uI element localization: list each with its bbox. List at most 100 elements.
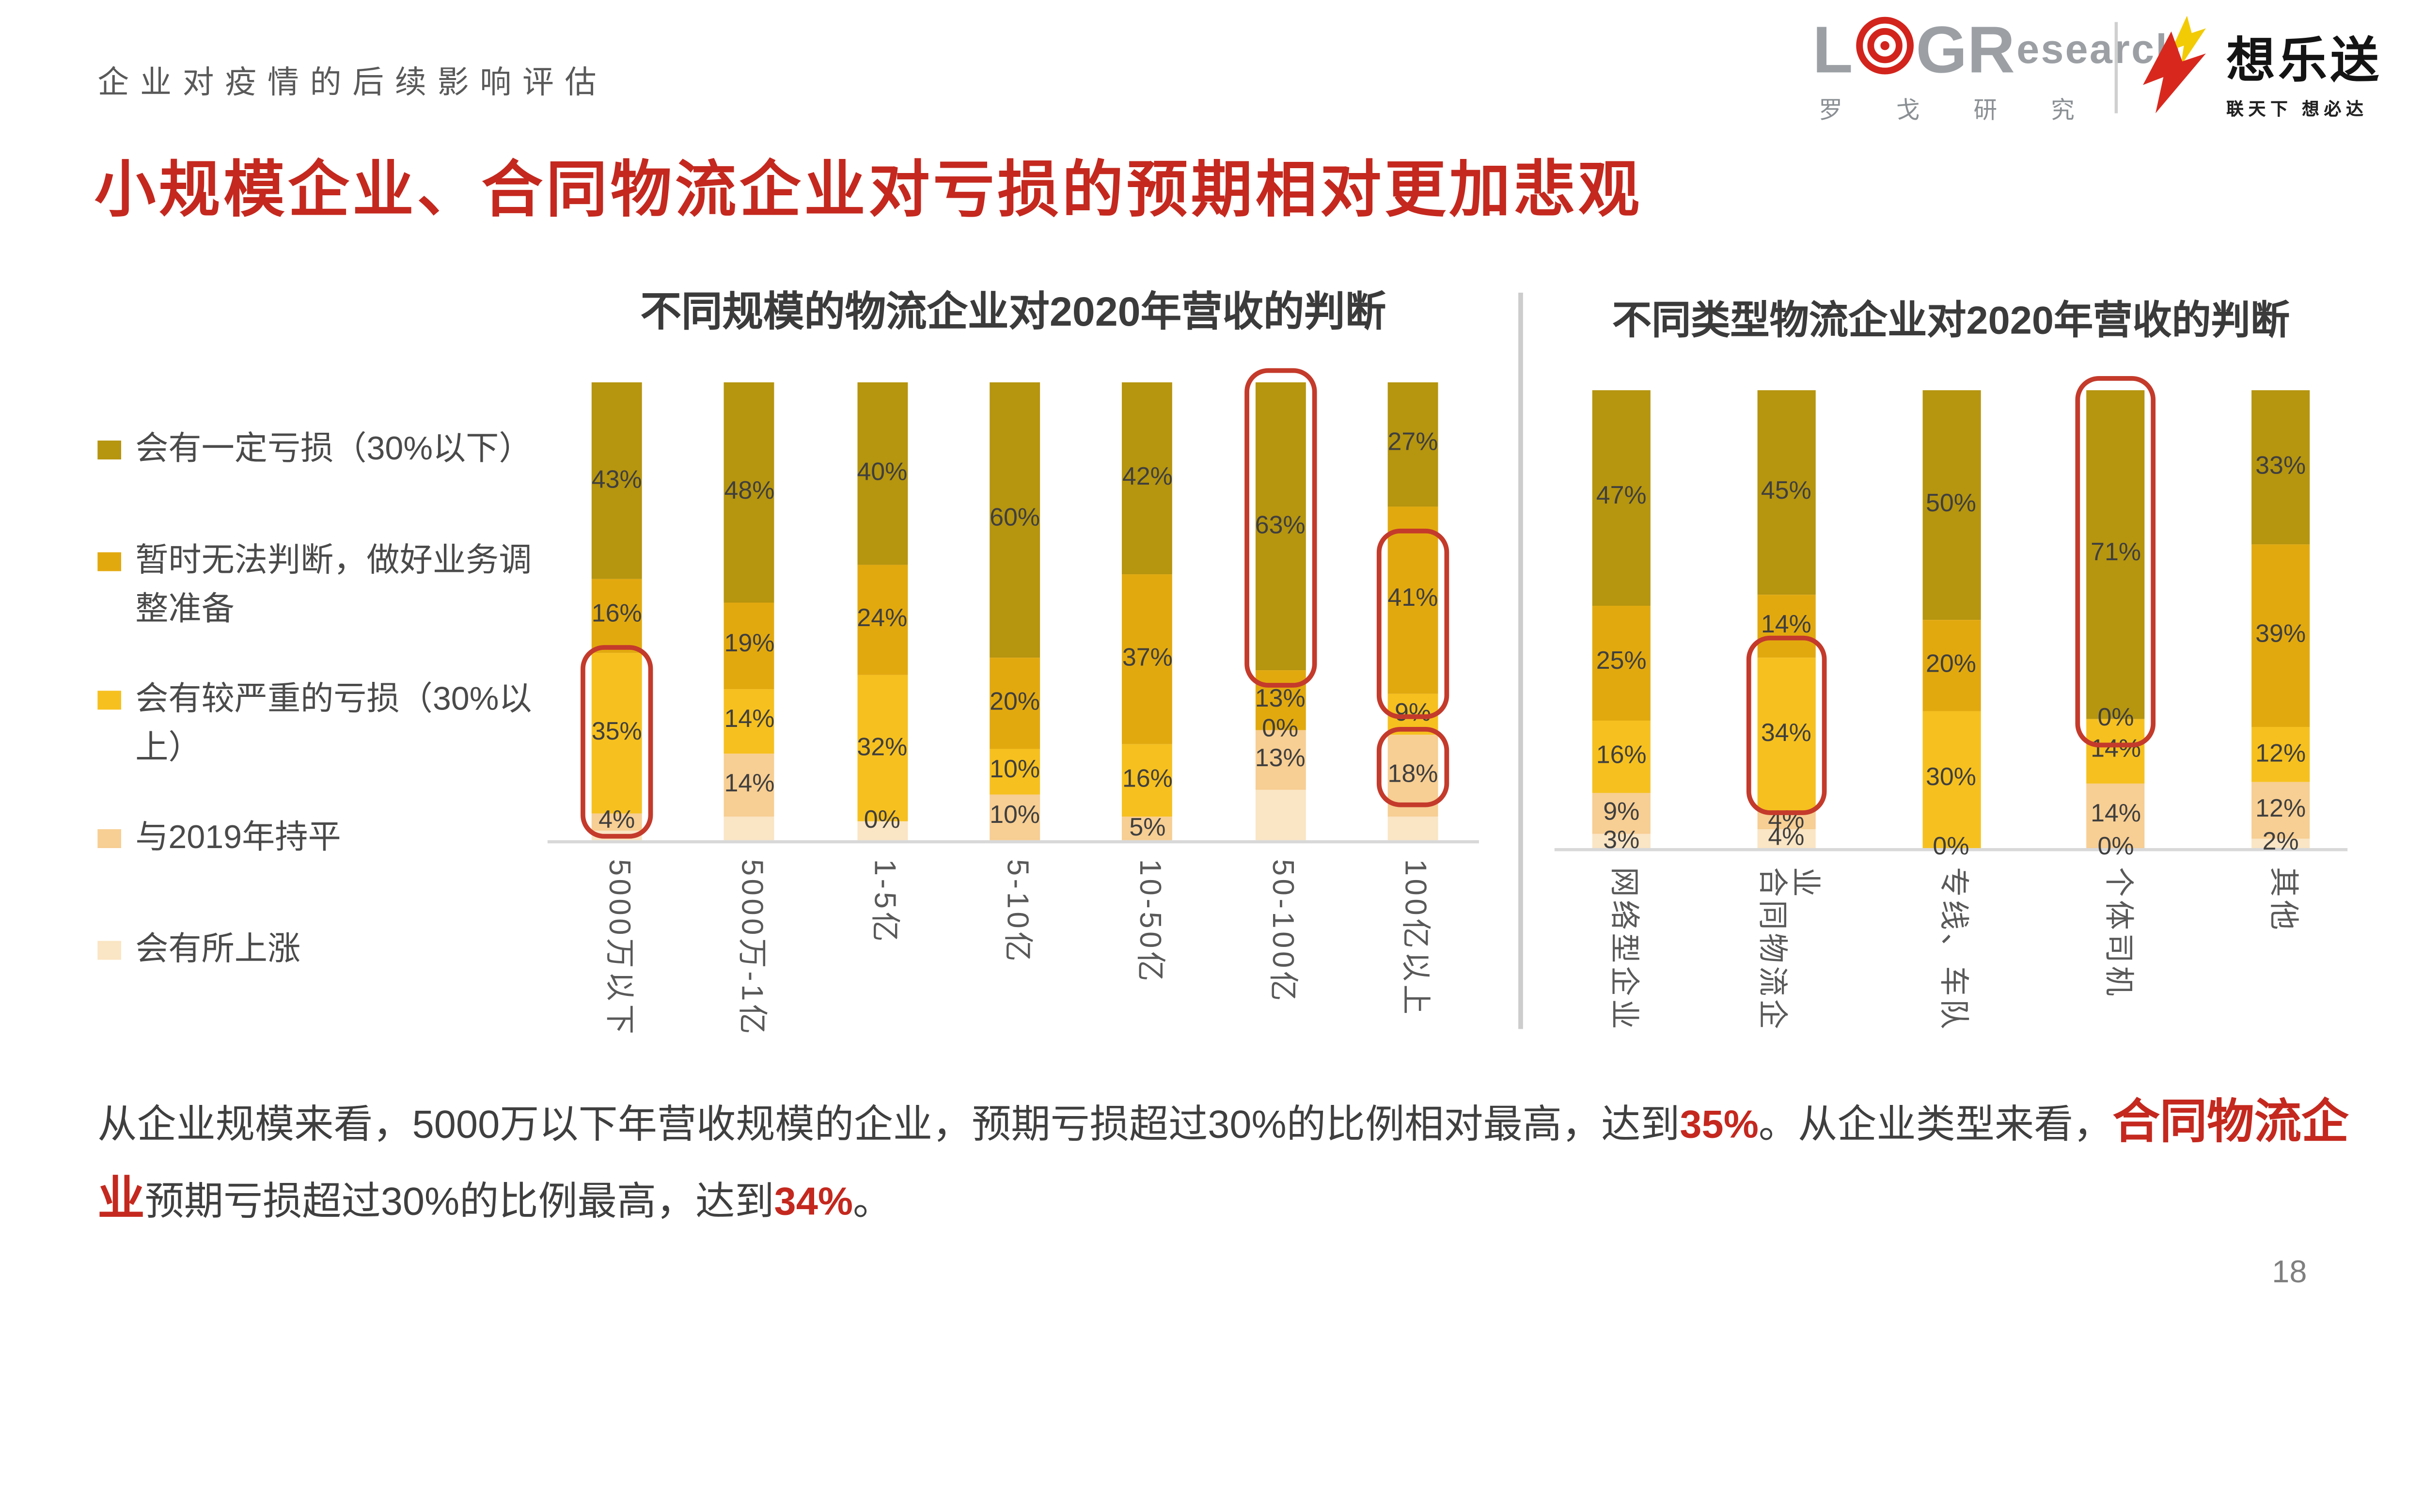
bar-segment: 27%: [1387, 382, 1438, 506]
legend-swatch: [97, 691, 121, 710]
bar-segment-value: 37%: [1122, 645, 1173, 672]
bar-segment: 9%: [1592, 793, 1651, 835]
page-title: 小规模企业、合同物流企业对亏损的预期相对更加悲观: [94, 157, 1643, 225]
stacked-bar: 42% 37% 16% 5%: [1122, 382, 1173, 841]
bar-column: 50% 20% 30% 0% 专线、车队: [1921, 390, 1981, 1059]
legend-item: 会有较严重的亏损（30%以上）: [97, 675, 535, 772]
charts-divider: [1518, 292, 1523, 1029]
logo-divider: [2114, 22, 2118, 113]
bar-segment-value: 14%: [2091, 801, 2141, 829]
bar-segment-value: 20%: [990, 689, 1040, 716]
bar-segment-value: 13%: [1255, 686, 1306, 713]
bar-segment-value: 0%: [1262, 716, 1299, 743]
stacked-bar: 71% 0% 14% 14% 0%: [2076, 376, 2156, 861]
bar-segment: 10%: [990, 748, 1040, 795]
bar-column: 42% 37% 16% 5% 10-50亿: [1122, 382, 1173, 1051]
legend-item: 暂时无法判断，做好业务调整准备: [97, 536, 535, 634]
bar-segment: 60%: [990, 382, 1040, 657]
bar-segment-value: 48%: [724, 478, 775, 505]
bar-segment-value: 10%: [990, 803, 1040, 830]
bars: 47% 25% 16% 9% 3% 网络型企业 45% 14% 34% 4% 4% 合同物流企业 50%…: [1555, 376, 2347, 1059]
plot-area: 47% 25% 16% 9% 3% 网络型企业 45% 14% 34% 4% 4% 合同物流企业 50%…: [1554, 376, 2348, 1059]
legend-swatch: [97, 941, 121, 960]
bar-segment: 42%: [1122, 382, 1173, 575]
legend-label: 会有一定亏损（30%以下）: [135, 431, 532, 468]
bar-segment: 16%: [1122, 744, 1173, 818]
bar-segment-value: 40%: [857, 459, 908, 487]
stacked-bar: 33% 39% 12% 12% 2%: [2251, 390, 2310, 856]
bar-segment: 10%: [990, 794, 1040, 840]
bar-segment: [857, 821, 908, 840]
bar-segment-value: 43%: [591, 466, 642, 494]
bars: 43% 16% 35% 4% 5000万以下 48% 19% 14% 14% 5000万-1亿 40…: [548, 368, 1479, 1051]
x-axis-label: 其他: [2266, 866, 2299, 933]
legend-label: 与2019年持平: [135, 819, 341, 856]
bar-segment-value: 25%: [1596, 648, 1647, 676]
stacked-bar: 40% 24% 32% 0%: [857, 382, 907, 840]
bar-segment-value: 34%: [1761, 720, 1811, 748]
logr-logo: L G R esearch 罗 戈 研 究: [1812, 16, 2182, 126]
bar-segment-value: 63%: [1255, 512, 1306, 539]
chart-title: 不同类型物流企业对2020年营收的判断: [1612, 299, 2290, 343]
xls-name: 想乐送: [2226, 33, 2382, 88]
bar-segment-value: 30%: [1925, 765, 1976, 792]
x-axis-label: 网络型企业: [1606, 866, 1639, 1032]
bar-column: 40% 24% 32% 0% 1-5亿: [857, 382, 907, 1051]
bar-segment: 13%: [1255, 730, 1306, 790]
legend-label: 会有所上涨: [135, 931, 301, 968]
bar-column: 47% 25% 16% 9% 3% 网络型企业: [1592, 390, 1651, 1059]
legend-label: 暂时无法判断，做好业务调整准备: [135, 543, 532, 628]
bar-segment-value: 32%: [857, 734, 908, 761]
xls-text: 想乐送 联天下 想必达: [2226, 13, 2382, 121]
footer-text-run: 从企业规模来看，5000万以下年营收规模的企业，预期亏损超过30%的比例相对最高…: [97, 1102, 1680, 1147]
stacked-bar: 45% 14% 34% 4% 4%: [1746, 390, 1826, 851]
bar-column: 27% 41% 9% 18% 100亿以上: [1376, 382, 1449, 1051]
bar-segment: 34%: [1757, 658, 1815, 812]
bar-segment: 20%: [1921, 619, 1981, 711]
bar-segment-value: 45%: [1761, 478, 1811, 505]
footer-text-run: 。从企业类型来看，: [1758, 1102, 2113, 1147]
stacked-bar: 50% 20% 30% 0%: [1921, 390, 1981, 861]
bar-segment-value: 5%: [1129, 814, 1166, 841]
x-axis-label: 专线、车队: [1935, 866, 1969, 1032]
bar-segment: 39%: [2251, 544, 2310, 727]
bar-segment-value: 0%: [2097, 834, 2134, 861]
highlight-annotation: [2076, 376, 2156, 747]
bar-segment: [724, 817, 775, 840]
x-axis-label: 100亿以上: [1398, 859, 1431, 1018]
slide-eyebrow: 企业对疫情的后续影响评估: [97, 66, 608, 101]
bar-segment: [1387, 817, 1438, 840]
bar-column: 45% 14% 34% 4% 4% 合同物流企业: [1746, 390, 1826, 1059]
bar-segment-value: 13%: [1255, 746, 1306, 773]
bar-segment-value: 10%: [990, 757, 1040, 784]
footer-text-run: 35%: [1680, 1102, 1759, 1147]
bar-segment: 5%: [1122, 814, 1173, 841]
x-axis-line: [1554, 848, 2348, 851]
bar-column: 43% 16% 35% 4% 5000万以下: [581, 382, 653, 1051]
bar-segment-value: 14%: [724, 707, 775, 734]
bar-segment: 12%: [2251, 726, 2310, 783]
bar-segment: 14%: [2087, 783, 2145, 848]
bar-segment-value: 0%: [1933, 834, 1969, 861]
bar-segment: 13%: [1255, 671, 1306, 731]
legend: 会有一定亏损（30%以下） 暂时无法判断，做好业务调整准备会有较严重的亏损（30%…: [97, 425, 535, 974]
bar-segment: 33%: [2251, 390, 2310, 545]
legend-swatch: [97, 441, 121, 460]
legend-item: 会有所上涨: [97, 925, 535, 974]
bar-column: 33% 39% 12% 12% 2% 其他: [2251, 390, 2310, 1059]
bar-segment-value: 9%: [1603, 799, 1640, 827]
bar-segment: 32%: [857, 675, 908, 822]
highlight-annotation: [1244, 368, 1317, 688]
bar-segment-value: 4%: [1768, 824, 1805, 852]
chart-by-company-type: 不同类型物流企业对2020年营收的判断 47% 25% 16% 9% 3% 网络型企业 45…: [1554, 280, 2348, 1059]
stacked-bar: 47% 25% 16% 9% 3%: [1592, 390, 1651, 854]
bar-segment-value: 16%: [591, 601, 642, 629]
bar-segment-value: 4%: [598, 807, 635, 835]
page-number: 18: [2272, 1255, 2307, 1291]
bar-segment-value: 33%: [2255, 453, 2306, 480]
bar-segment-value: 18%: [1387, 762, 1438, 789]
logr-suffix: esearch: [2016, 25, 2183, 73]
bar-column: 71% 0% 14% 14% 0% 个体司机: [2076, 376, 2156, 1059]
stacked-bar: 60% 20% 10% 10%: [990, 382, 1040, 840]
bar-segment: 24%: [857, 565, 907, 676]
